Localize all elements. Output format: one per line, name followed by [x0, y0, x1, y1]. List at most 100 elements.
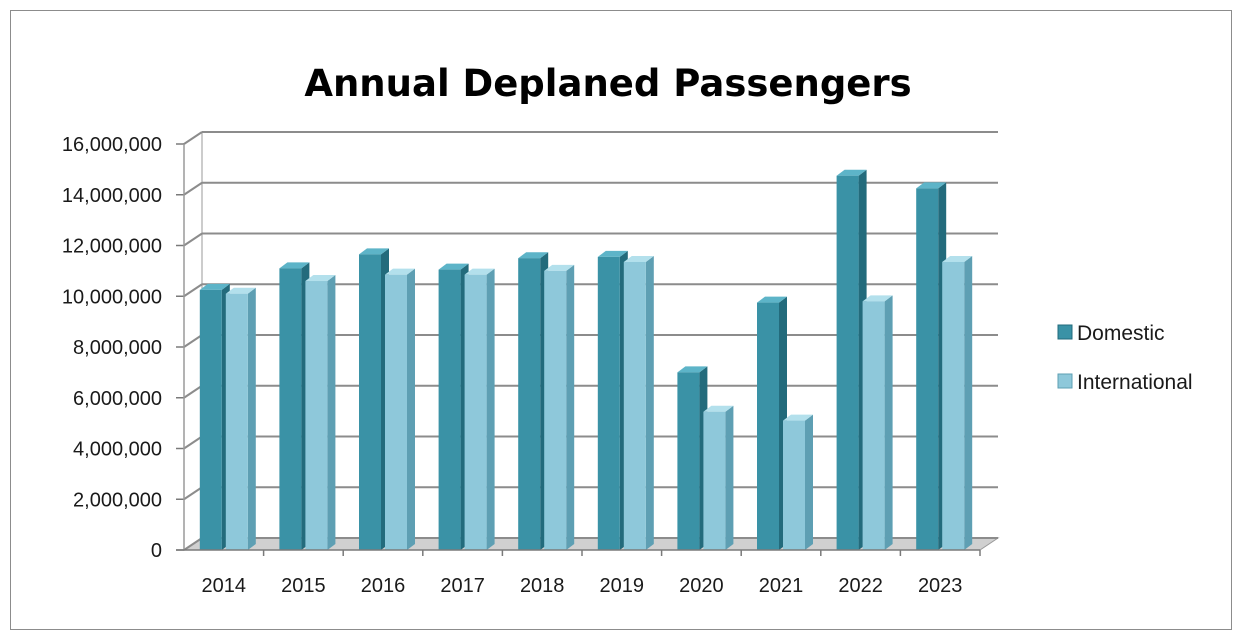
gridline-side [183, 283, 203, 298]
legend-label: Domestic [1077, 322, 1165, 345]
bar-side [247, 287, 256, 550]
gridline-side [183, 435, 203, 450]
bar-domestic-2016 [359, 248, 389, 550]
bar-top [385, 268, 415, 275]
x-tick-label: 2020 [679, 575, 724, 597]
legend-item-domestic: Domestic [1057, 322, 1165, 345]
bar-international-2015 [305, 275, 336, 550]
bar-front [359, 254, 381, 550]
x-tick-label: 2014 [202, 575, 247, 597]
x-tick-label: 2019 [600, 575, 645, 597]
y-axis-ticks: 0 2,000,000 4,000,000 6,000,000 8,000,000 10,… [62, 134, 162, 562]
bar-top [438, 263, 469, 270]
bar-front [199, 289, 222, 550]
gridline-side [183, 131, 203, 145]
bar-front [916, 188, 939, 550]
bar-side [327, 275, 336, 550]
legend-swatch [1057, 373, 1073, 389]
bar-front [597, 256, 620, 550]
bar-front [279, 268, 302, 550]
bar-front [385, 274, 407, 550]
bar-front [225, 293, 248, 550]
bar-top [518, 252, 549, 259]
gridline-side [183, 334, 203, 348]
bar-international-2018 [544, 264, 575, 550]
bar-front [464, 274, 487, 550]
y-tick-label: 14,000,000 [62, 185, 162, 207]
gridline-side [183, 384, 203, 399]
bar-side [407, 268, 415, 550]
bar-top [597, 250, 628, 257]
bar-front [783, 420, 805, 550]
y-tick-label: 12,000,000 [62, 236, 162, 258]
x-axis-ticks: 2014 2015 2016 2017 2018 2019 2020 2021 2022 2023 [176, 549, 981, 597]
x-tick-label: 2021 [759, 575, 804, 597]
bar-domestic-2018 [518, 252, 549, 550]
bar-front [544, 270, 567, 550]
x-tick-label: 2016 [361, 575, 406, 597]
bar-international-2019 [623, 255, 654, 550]
bar-international-2017 [464, 268, 495, 550]
y-tick-label: 10,000,000 [62, 286, 162, 308]
x-tick-label: 2023 [918, 575, 963, 597]
y-tick-label: 2,000,000 [73, 489, 162, 511]
bar-top [862, 295, 893, 302]
y-tick-label: 6,000,000 [73, 388, 162, 410]
bar-front [703, 411, 726, 550]
bar-front [757, 302, 779, 550]
bar-domestic-2015 [279, 262, 310, 550]
bar-top [544, 264, 575, 271]
legend-item-international: International [1057, 371, 1193, 394]
y-tick-label: 0 [151, 540, 162, 562]
gridline-side [183, 232, 203, 247]
x-tick-label: 2017 [440, 575, 485, 597]
legend-label: International [1077, 371, 1193, 394]
bar-top [916, 182, 947, 189]
bar-front [836, 175, 859, 550]
x-tick-label: 2022 [838, 575, 883, 597]
bar-side [805, 414, 813, 550]
bar-top [703, 405, 734, 412]
bar-top [623, 255, 654, 262]
bar-front [677, 372, 700, 550]
bar-international-2014 [225, 287, 256, 550]
bar-chart: Annual Deplaned Passengers 0 2,000,000 4,0… [62, 62, 1193, 597]
bars [199, 169, 973, 550]
bar-top [279, 262, 310, 269]
legend: Domestic International [1057, 322, 1193, 394]
bar-domestic-2019 [597, 250, 628, 550]
bar-top [783, 414, 813, 421]
bar-side [645, 255, 654, 550]
bar-top [199, 283, 230, 290]
bar-top [677, 366, 708, 373]
bar-side [566, 264, 575, 550]
bar-top [942, 255, 973, 262]
bar-domestic-2021 [757, 296, 787, 550]
y-tick-label: 4,000,000 [73, 439, 162, 461]
x-tick-label: 2018 [520, 575, 565, 597]
gridline-side [183, 486, 203, 501]
bar-top [464, 268, 495, 275]
bar-top [836, 169, 867, 176]
bar-top [757, 296, 787, 303]
bar-front [518, 258, 541, 550]
gridline-side [183, 181, 203, 196]
bar-top [305, 275, 336, 282]
bar-top [359, 248, 389, 255]
bar-domestic-2014 [199, 283, 230, 550]
bar-domestic-2020 [677, 366, 708, 550]
bar-front [438, 269, 461, 550]
y-tick-label: 16,000,000 [62, 134, 162, 156]
bar-front [862, 301, 885, 550]
gridline-side [183, 537, 203, 551]
bar-international-2016 [385, 268, 415, 550]
y-tick-label: 8,000,000 [73, 337, 162, 359]
bar-front [942, 261, 965, 550]
bar-side [486, 268, 495, 550]
bar-international-2023 [942, 255, 973, 550]
legend-swatch [1057, 324, 1073, 340]
bar-front [623, 261, 646, 550]
bar-top [225, 287, 256, 294]
bar-international-2020 [703, 405, 734, 550]
bar-side [884, 295, 893, 550]
